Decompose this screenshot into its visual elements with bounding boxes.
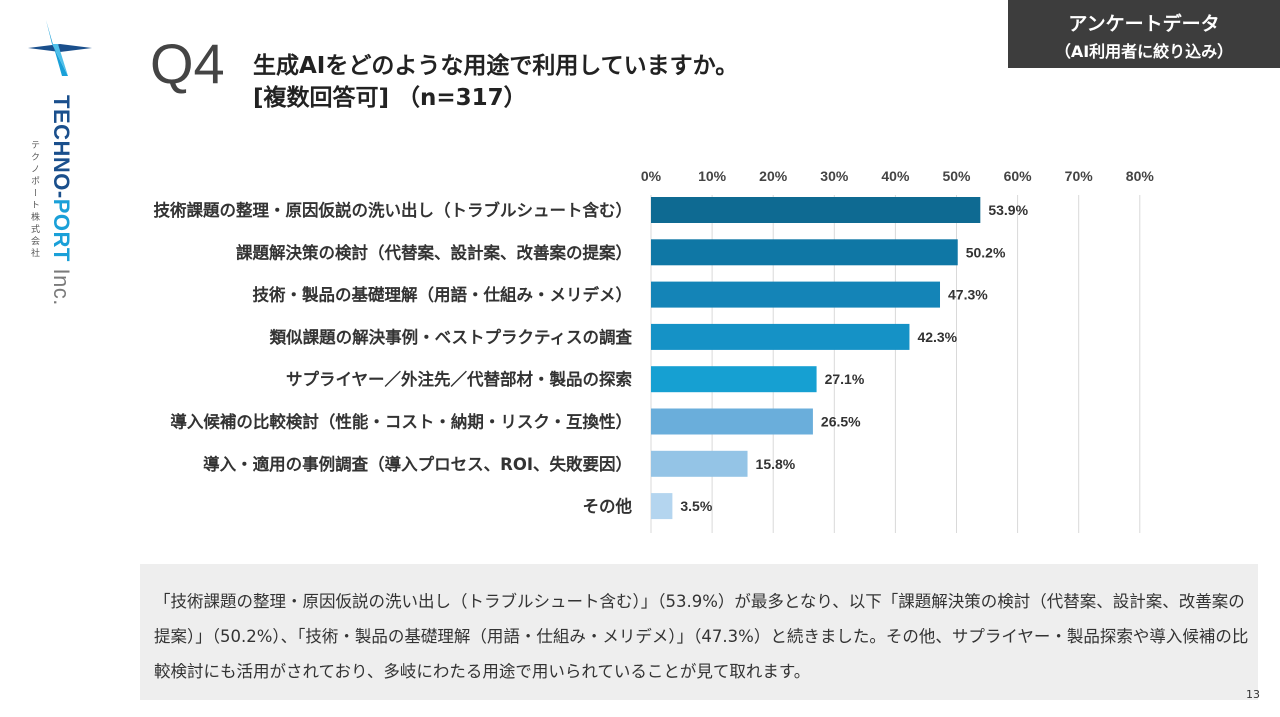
data-label: 27.1% (825, 371, 865, 387)
data-label: 26.5% (821, 414, 861, 430)
bar (651, 239, 958, 266)
data-label: 53.9% (988, 202, 1028, 218)
brand-name-inc: Inc. (49, 261, 74, 306)
brand-logo-text: TECHNO-PORT Inc. (49, 95, 74, 306)
x-tick-label: 40% (881, 168, 910, 184)
question-title-line2: [複数回答可] （n=317） (253, 85, 527, 111)
bar (651, 323, 910, 350)
category-label: 導入候補の比較検討（性能・コスト・納期・リスク・互換性） (170, 412, 632, 432)
x-tick-label: 20% (759, 168, 788, 184)
category-label: 類似課題の解決事例・ベストプラクティスの調査 (269, 327, 633, 347)
x-tick-label: 10% (698, 168, 727, 184)
category-label: 課題解決策の検討（代替案、設計案、改善案の提案） (236, 242, 632, 262)
x-tick-label: 0% (641, 168, 662, 184)
brand-name-port: PORT (49, 198, 74, 262)
bar (651, 408, 813, 435)
x-tick-label: 60% (1004, 168, 1033, 184)
question-title: 生成AIをどのような用途で利用していますか。 [複数回答可] （n=317） (253, 50, 738, 114)
page-number: 13 (1246, 688, 1260, 701)
category-label: その他 (583, 496, 633, 516)
category-label: 導入・適用の事例調査（導入プロセス、ROI、失敗要因） (203, 454, 632, 474)
bar (651, 450, 748, 477)
question-title-line1: 生成AIをどのような用途で利用していますか。 (253, 53, 739, 79)
summary-box: 「技術課題の整理・原因仮説の洗い出し（トラブルシュート含む）」（53.9%）が最… (140, 564, 1258, 700)
category-label: 技術課題の整理・原因仮説の洗い出し（トラブルシュート含む） (154, 200, 633, 220)
data-label: 15.8% (756, 456, 796, 472)
data-label: 42.3% (917, 329, 957, 345)
data-label: 47.3% (948, 287, 988, 303)
bar (651, 197, 981, 223)
category-label: 技術・製品の基礎理解（用語・仕組み・メリデメ） (253, 285, 633, 305)
x-tick-label: 70% (1065, 168, 1094, 184)
bar-chart: 0% 10% 20% 30% 40% 50% 60% 70% 80% 53.9% 技術課題の整理・原… (154, 168, 1155, 533)
tag-line2: （AI利用者に絞り込み） (1054, 42, 1234, 61)
compass-star-icon (28, 20, 92, 76)
category-label: サプライヤー／外注先／代替部材・製品の探索 (286, 369, 632, 389)
data-label: 50.2% (966, 244, 1006, 260)
x-tick-label: 50% (942, 168, 971, 184)
bar (651, 281, 941, 308)
question-number: Q4 (150, 32, 225, 95)
bar (651, 366, 817, 393)
data-label: 3.5% (680, 498, 712, 514)
tag-line1: アンケートデータ (1068, 13, 1220, 35)
bar (651, 493, 673, 520)
x-tick-label: 30% (820, 168, 849, 184)
summary-text: 「技術課題の整理・原因仮説の洗い出し（トラブルシュート含む）」（53.9%）が最… (154, 592, 1249, 681)
brand-subtitle: テクノポート株式会社 (29, 140, 39, 260)
brand-name-techno: TECHNO- (49, 95, 74, 199)
x-tick-label: 80% (1126, 168, 1155, 184)
survey-data-tag: アンケートデータ （AI利用者に絞り込み） (1008, 0, 1280, 68)
